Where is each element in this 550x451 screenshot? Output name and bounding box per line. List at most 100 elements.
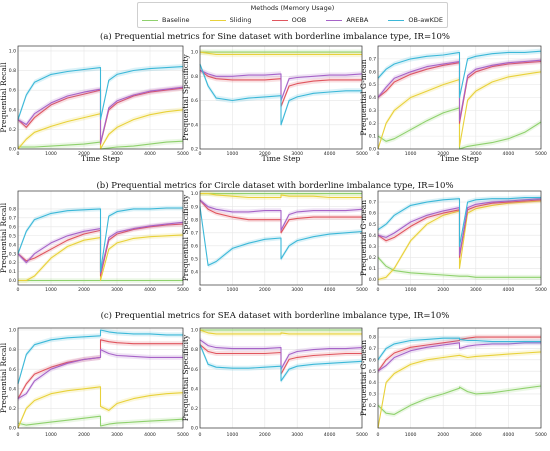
y-tick-label: 0.7 [369, 56, 376, 62]
x-tick-label: 4000 [324, 287, 336, 293]
legend-label-ob-awkde: OB-awKDE [408, 16, 443, 24]
legend-item-areba: AREBA [326, 16, 368, 24]
x-axis-label: Time Step [440, 154, 479, 163]
series-band-ob-awkde [200, 61, 362, 128]
y-tick-label: 0.2 [191, 147, 198, 153]
x-tick-label: 0 [17, 287, 20, 293]
y-tick-label: 0.0 [9, 278, 16, 284]
x-tick-label: 1000 [45, 287, 57, 293]
x-axis-label: Time Step [81, 154, 120, 163]
y-axis-label: Prequential G-mean [359, 59, 368, 135]
y-axis-label: Prequential Recall [0, 342, 8, 413]
legend-swatch-sliding [209, 19, 226, 21]
x-tick-label: 0 [199, 432, 202, 438]
y-tick-label: 0.7 [369, 200, 376, 206]
x-tick-label: 0 [17, 151, 20, 157]
x-tick-label: 3000 [470, 432, 482, 438]
legend-items: Baseline Sliding OOB AREBA OB-awKDE [142, 15, 443, 25]
series-line-sliding [17, 386, 184, 429]
legend: Methods (Memory Usage) Baseline Sliding … [137, 2, 448, 28]
y-tick-label: 0.5 [191, 256, 198, 262]
series-line-sliding [377, 351, 542, 429]
y-tick-label: 0.4 [9, 107, 16, 113]
x-tick-label: 2000 [437, 151, 449, 157]
series-band-ob-awkde [200, 204, 362, 268]
x-tick-label: 5000 [177, 151, 189, 157]
x-tick-label: 4000 [144, 151, 156, 157]
y-tick-label: 0.8 [9, 68, 16, 74]
y-tick-label: 0.4 [369, 233, 376, 239]
x-tick-label: 2000 [437, 432, 449, 438]
series-line-ob-awkde [199, 64, 362, 126]
series-line-ob-awkde [17, 66, 184, 121]
subplot-7: 0 1000 2000 3000 4000 5000 0.0 0.2 0.4 0.6 0.8 1.0 P… [0, 328, 189, 438]
subplot-3: 0 1000 2000 3000 4000 50000.00.10.20.30.40.50… [359, 45, 547, 163]
y-tick-label: 0.0 [191, 426, 198, 432]
y-tick-label: 0.4 [369, 95, 376, 101]
subplot-6: 0 1000 2000 3000 4000 50000.00.10.20.30.40.50… [359, 190, 547, 293]
y-tick-label: 0.5 [369, 369, 376, 375]
series-line-oob [17, 339, 183, 399]
series-band-ob-awkde [18, 64, 183, 123]
axes-frame [17, 327, 184, 429]
x-tick-label: 2000 [259, 432, 271, 438]
legend-swatch-baseline [142, 19, 158, 21]
series-line-ob-awkde [377, 337, 541, 361]
y-tick-label: 0.3 [369, 244, 376, 250]
series-line-areba [17, 349, 183, 400]
y-tick-label: 0.8 [191, 217, 198, 223]
series-line-areba [199, 69, 363, 102]
y-tick-label: 0.8 [9, 207, 16, 213]
x-tick-label: 1000 [45, 432, 57, 438]
y-tick-label: 1.0 [9, 49, 16, 55]
y-tick-label: 0.2 [191, 406, 198, 412]
x-tick-label: 4000 [503, 151, 515, 157]
legend-swatch-ob-awkde [388, 19, 405, 21]
y-tick-label: 0.7 [369, 346, 376, 352]
y-tick-label: 0.1 [369, 134, 376, 140]
x-tick-label: 2000 [259, 287, 271, 293]
y-tick-label: 0.6 [369, 69, 376, 75]
x-tick-label: 2000 [437, 287, 449, 293]
y-tick-label: 0.4 [191, 270, 198, 276]
x-tick-label: 1000 [405, 151, 417, 157]
x-tick-label: 0 [377, 287, 380, 293]
x-tick-label: 5000 [356, 287, 368, 293]
axes-frame [17, 190, 184, 286]
y-tick-label: 0.3 [9, 251, 16, 257]
series-band-areba [18, 220, 183, 276]
row-title-c: (c) Prequential metrics for SEA dataset … [100, 311, 450, 321]
series-line-sliding [200, 193, 362, 199]
x-tick-label: 2000 [78, 287, 90, 293]
series-band-ob-awkde [378, 48, 541, 101]
x-tick-label: 3000 [470, 287, 482, 293]
axes-frame [377, 45, 542, 150]
x-tick-label: 3000 [111, 151, 123, 157]
subplot-4: 0 1000 2000 3000 4000 5000 0.0 0.1 0.2 0.3 0.4 0.5 0… [0, 190, 189, 293]
y-axis-label: Prequential G-mean [359, 200, 368, 276]
y-tick-label: 0.7 [9, 215, 16, 221]
x-tick-label: 0 [377, 432, 380, 438]
x-tick-label: 0 [377, 151, 380, 157]
series-line-ob-awkde [17, 329, 183, 385]
y-tick-label: 1.0 [191, 50, 198, 56]
series-band-ob-awkde [378, 335, 541, 363]
y-axis-label: Prequential Specificity [181, 54, 190, 141]
x-tick-label: 0 [17, 432, 20, 438]
x-tick-label: 1000 [405, 432, 417, 438]
series-line-sliding [199, 51, 362, 56]
y-tick-label: 0.2 [369, 403, 376, 409]
row-title-a: (a) Prequential metrics for Sine dataset… [100, 32, 450, 42]
x-tick-label: 4000 [324, 151, 336, 157]
legend-label-areba: AREBA [346, 16, 369, 24]
y-tick-label: 0.2 [9, 127, 16, 133]
series-line-areba [199, 339, 363, 370]
x-tick-label: 2000 [78, 432, 90, 438]
y-tick-label: 0.5 [9, 233, 16, 239]
subplot-8: 0 1000 2000 3000 4000 50000.00.20.40.60.81.0P… [181, 328, 368, 438]
x-tick-label: 1000 [405, 287, 417, 293]
y-tick-label: 0.0 [369, 147, 376, 153]
axes-frame [199, 45, 363, 150]
y-axis-label: Prequential Recall [0, 202, 8, 273]
